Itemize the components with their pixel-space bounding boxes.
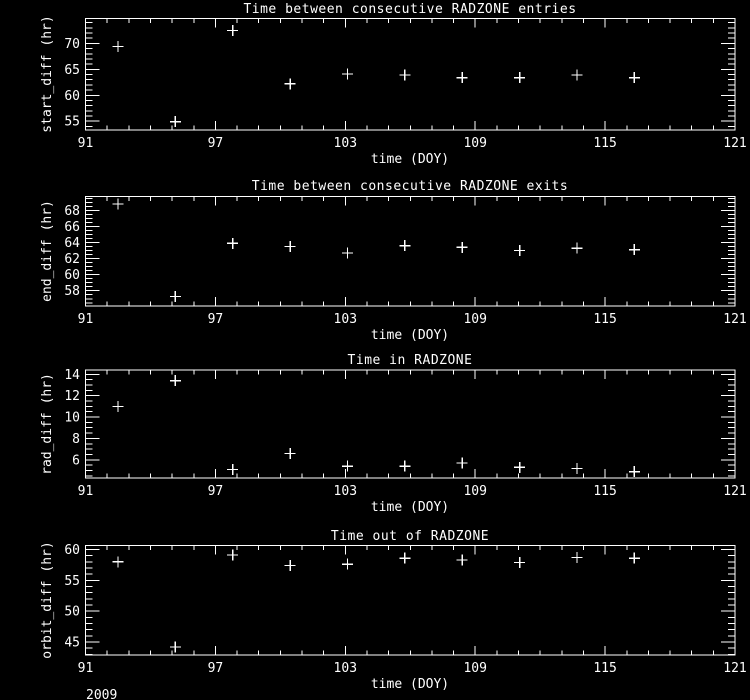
- x-tick-label: 91: [78, 661, 94, 676]
- x-tick-label: 121: [723, 312, 746, 327]
- y-tick-label: 58: [64, 284, 80, 299]
- y-tick-label: 65: [64, 63, 80, 78]
- y-tick-label: 6: [72, 453, 80, 468]
- x-tick-label: 115: [593, 661, 616, 676]
- year-label: 2009: [86, 688, 117, 700]
- subplot-1-axes: 55 60 65 70 91 97 103 109 115 121: [64, 18, 747, 151]
- x-tick-label: 109: [463, 136, 486, 151]
- x-tick-label: 103: [334, 312, 357, 327]
- subplot-2-title: Time between consecutive RADZONE exits: [252, 179, 568, 194]
- subplot-4-axes: 45 50 55 60 91 97 103 109 115 121: [64, 543, 746, 676]
- x-tick-label: 97: [208, 661, 224, 676]
- y-tick-label: 64: [64, 236, 80, 251]
- subplot-1-y-axis-label: start_diff (hr): [40, 15, 55, 132]
- y-tick-label: 50: [64, 605, 80, 620]
- subplot-3-y-axis-label: rad_diff (hr): [40, 373, 55, 475]
- axis-ticks: [85, 370, 736, 478]
- x-tick-label: 109: [463, 661, 486, 676]
- y-tick-label: 60: [64, 89, 80, 104]
- x-tick-label: 91: [78, 484, 94, 499]
- subplot-2-y-axis-label: end_diff (hr): [40, 200, 55, 302]
- axis-ticks: [85, 545, 736, 655]
- subplot-4-y-axis-label: orbit_diff (hr): [40, 541, 55, 658]
- y-tick-label: 60: [64, 268, 80, 283]
- x-tick-label: 121: [723, 661, 746, 676]
- y-tick-label: 70: [64, 37, 80, 52]
- data-points: [112, 24, 640, 128]
- y-tick-label: 12: [64, 389, 80, 404]
- subplot-3-axes: 6 8 10 12 14 91 97 103 109 115 121: [64, 368, 746, 499]
- x-tick-label: 103: [334, 136, 357, 151]
- y-tick-label: 55: [64, 574, 80, 589]
- x-tick-label: 121: [723, 136, 746, 151]
- x-tick-label: 103: [334, 661, 357, 676]
- subplot-3-title: Time in RADZONE: [348, 353, 473, 368]
- y-tick-label: 66: [64, 220, 80, 235]
- data-points: [112, 375, 640, 478]
- x-tick-label: 103: [334, 484, 357, 499]
- y-tick-label: 60: [64, 543, 80, 558]
- y-tick-label: 55: [64, 115, 80, 130]
- y-tick-label: 8: [72, 432, 80, 447]
- x-tick-label: 91: [78, 136, 94, 151]
- x-tick-label: 109: [463, 312, 486, 327]
- data-points: [112, 549, 640, 653]
- y-tick-label: 62: [64, 252, 80, 267]
- x-tick-label: 115: [593, 136, 616, 151]
- subplot-4-title: Time out of RADZONE: [331, 529, 489, 544]
- y-tick-label: 10: [64, 411, 80, 426]
- x-tick-label: 97: [208, 312, 224, 327]
- data-points: [112, 198, 640, 302]
- x-tick-label: 97: [208, 484, 224, 499]
- x-tick-label: 115: [593, 484, 616, 499]
- y-tick-label: 14: [64, 368, 80, 383]
- x-tick-label: 91: [78, 312, 94, 327]
- y-tick-label: 68: [64, 204, 80, 219]
- x-tick-label: 115: [593, 312, 616, 327]
- x-tick-label: 109: [463, 484, 486, 499]
- subplot-4-x-axis-label: time (DOY): [371, 677, 449, 692]
- subplot-3-x-axis-label: time (DOY): [371, 500, 449, 515]
- y-tick-label: 45: [64, 636, 80, 651]
- subplot-1-title: Time between consecutive RADZONE entries: [243, 2, 576, 17]
- subplot-2-x-axis-label: time (DOY): [371, 328, 449, 343]
- x-tick-label: 97: [208, 136, 224, 151]
- axis-ticks: [85, 18, 736, 130]
- x-tick-label: 121: [723, 484, 746, 499]
- axis-ticks: [85, 196, 736, 306]
- subplot-1-x-axis-label: time (DOY): [371, 152, 449, 167]
